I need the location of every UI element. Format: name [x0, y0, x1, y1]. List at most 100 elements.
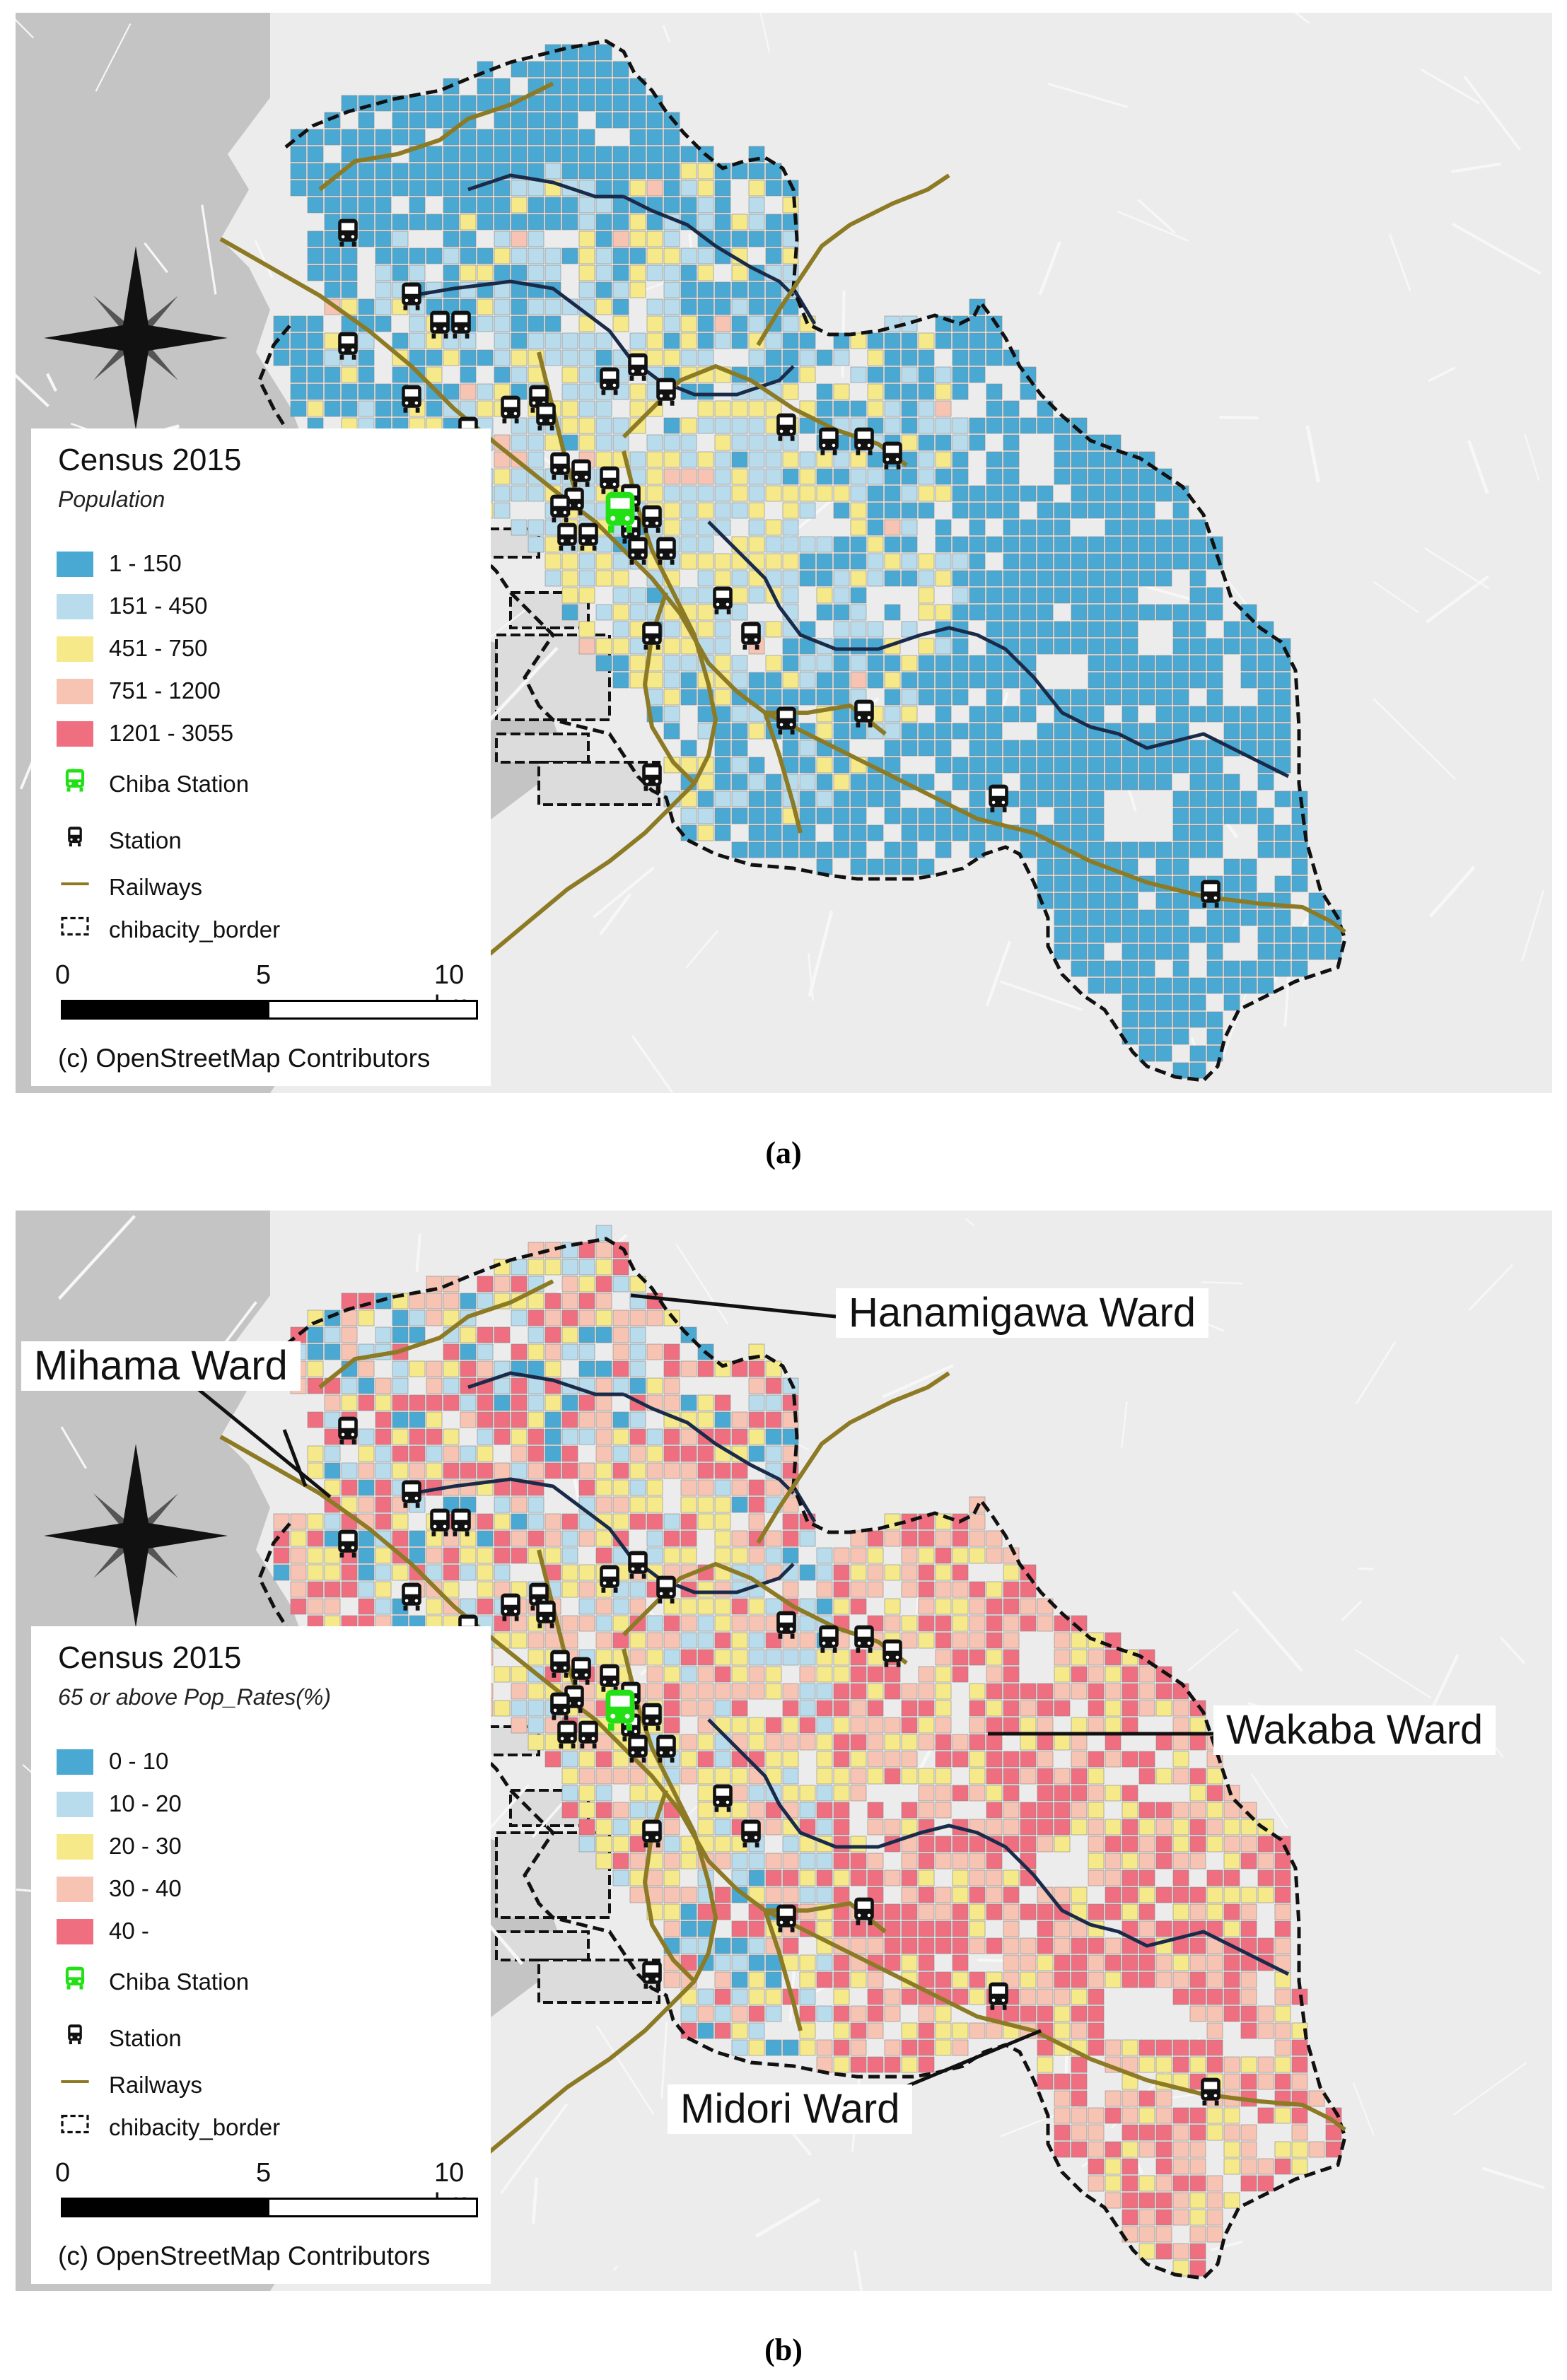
legend-swatch — [57, 1834, 93, 1860]
census-cell — [799, 1683, 816, 1700]
census-cell — [477, 247, 494, 264]
census-cell — [901, 366, 918, 383]
census-cell — [1172, 485, 1189, 502]
census-cell — [952, 1886, 969, 1903]
census-cell — [952, 349, 969, 366]
census-cell — [511, 180, 528, 197]
census-cell — [1003, 1700, 1020, 1717]
census-cell — [392, 1326, 409, 1343]
census-cell — [460, 383, 477, 400]
census-cell — [375, 180, 392, 197]
panel-caption-b: (b) — [764, 2333, 803, 2367]
census-cell — [850, 1768, 867, 1785]
map-attribution: (c) OpenStreetMap Contributors — [58, 1044, 431, 1073]
street-line — [1428, 865, 1476, 918]
census-cell — [833, 807, 850, 824]
census-cell — [1105, 892, 1122, 909]
census-cell — [1071, 553, 1088, 570]
census-cell — [341, 129, 358, 146]
census-cell — [663, 1530, 680, 1547]
census-cell — [697, 247, 714, 264]
census-cell — [578, 1581, 595, 1598]
census-cell — [595, 536, 612, 553]
census-cell — [765, 1428, 782, 1445]
street-line — [16, 18, 34, 39]
map-panel-elderly-rate: Census 2015 65 or above Pop_Rates(%) 0 -… — [16, 1211, 1552, 2291]
census-cell — [307, 1530, 324, 1547]
census-cell — [748, 502, 765, 519]
census-cell — [629, 129, 646, 146]
census-cell — [375, 197, 392, 214]
census-cell — [680, 1598, 697, 1615]
census-cell — [477, 264, 494, 281]
census-cell — [646, 468, 663, 485]
census-cell — [816, 672, 833, 689]
street-line — [60, 1426, 87, 1469]
census-cell — [528, 1530, 544, 1547]
census-cell — [1223, 2005, 1240, 2022]
census-cell — [612, 180, 629, 197]
ward-label-wakaba: Wakaba Ward — [1213, 1705, 1496, 1755]
census-cell — [341, 1394, 358, 1411]
census-cell — [663, 1445, 680, 1462]
census-cell — [833, 485, 850, 502]
street-line — [631, 1034, 674, 1093]
census-cell — [782, 1768, 799, 1785]
census-cell — [850, 621, 867, 638]
census-cell — [867, 1802, 884, 1819]
census-cell — [986, 349, 1003, 366]
census-cell — [1223, 1853, 1240, 1869]
census-cell — [918, 366, 935, 383]
census-cell — [1020, 807, 1037, 824]
census-cell — [952, 1751, 969, 1768]
census-cell — [426, 400, 443, 417]
census-cell — [307, 129, 324, 146]
census-cell — [918, 434, 935, 451]
station-icon — [600, 1664, 619, 1692]
census-cell — [358, 383, 375, 400]
street-line — [531, 2177, 539, 2224]
census-cell — [918, 587, 935, 604]
census-cell — [494, 1513, 511, 1530]
census-cell — [1020, 740, 1037, 757]
census-cell — [426, 1445, 443, 1462]
census-cell — [578, 44, 595, 61]
census-cell — [494, 1615, 511, 1632]
census-cell — [697, 1411, 714, 1428]
census-cell — [511, 1615, 528, 1632]
census-cell — [714, 757, 731, 774]
census-cell — [918, 1937, 935, 1954]
census-cell — [1291, 2039, 1308, 2056]
census-cell — [578, 366, 595, 383]
census-cell — [341, 1462, 358, 1479]
station-icon — [550, 1650, 570, 1678]
census-cell — [1257, 807, 1274, 824]
census-cell — [1155, 2141, 1172, 2158]
census-cell — [646, 1496, 663, 1513]
census-cell — [477, 163, 494, 180]
reclaimed-land — [537, 761, 660, 806]
census-cell — [969, 1649, 986, 1666]
census-cell — [511, 485, 528, 502]
census-cell — [816, 1683, 833, 1700]
census-cell — [544, 112, 561, 129]
census-cell — [663, 1700, 680, 1717]
census-cell — [748, 723, 765, 740]
census-cell — [629, 146, 646, 163]
census-cell — [748, 1937, 765, 1954]
census-cell — [850, 1836, 867, 1853]
census-cell — [1122, 519, 1138, 536]
census-cell — [986, 621, 1003, 638]
census-cell — [578, 332, 595, 349]
census-cell — [765, 281, 782, 298]
census-cell — [969, 1717, 986, 1734]
census-cell — [680, 451, 697, 468]
census-cell — [952, 1615, 969, 1632]
census-cell — [697, 417, 714, 434]
census-cell — [307, 332, 324, 349]
census-cell — [1274, 960, 1291, 977]
census-cell — [782, 1513, 799, 1530]
census-cell — [1291, 2158, 1308, 2175]
census-cell — [1020, 757, 1037, 774]
census-cell — [1037, 1988, 1054, 2005]
